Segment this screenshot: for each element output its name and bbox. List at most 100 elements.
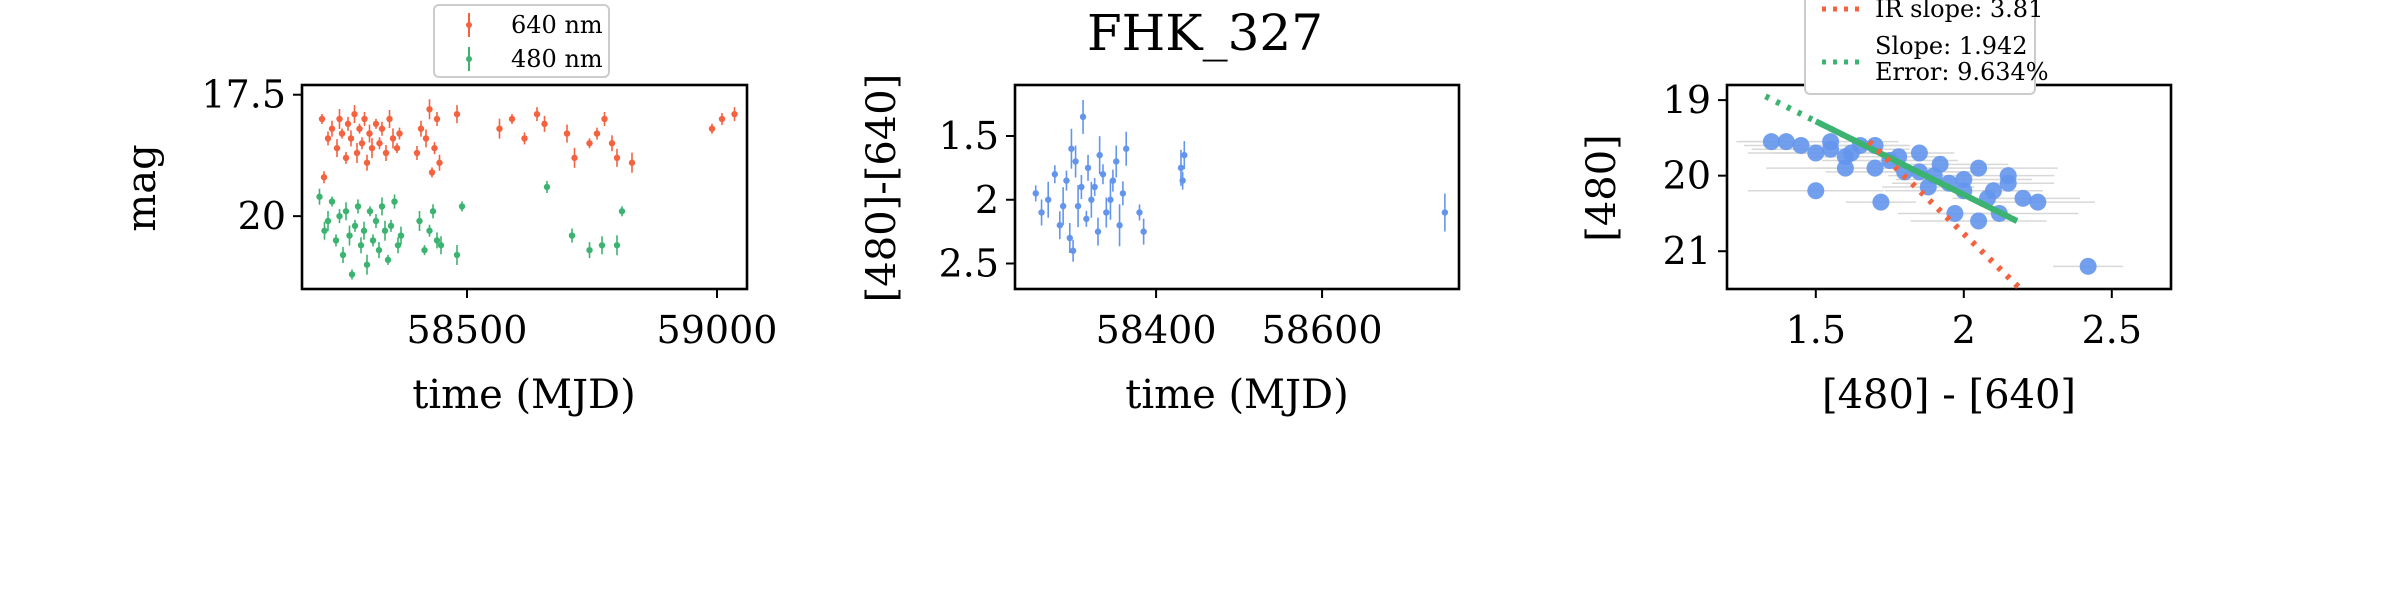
point-640nm: [422, 135, 430, 142]
point-color-index: [1116, 222, 1123, 229]
point-480nm: [387, 222, 395, 230]
point-640nm: [718, 115, 726, 123]
point-cmd: [1807, 182, 1825, 200]
point-480nm: [598, 242, 606, 249]
point-480nm: [381, 227, 389, 234]
plot-frame: [1013, 83, 1461, 291]
point-480nm: [369, 237, 377, 244]
point-640nm: [731, 110, 738, 118]
point-color-index: [1038, 209, 1045, 216]
point-480nm: [543, 183, 551, 191]
point-480nm: [421, 246, 428, 254]
point-640nm: [453, 110, 461, 118]
point-640nm: [533, 110, 541, 118]
legend-label-480: 480 nm: [511, 45, 603, 73]
point-480nm: [321, 227, 328, 234]
point-cmd: [1777, 133, 1795, 151]
x-tick-label: 1.5: [1786, 308, 1846, 352]
point-480nm: [384, 256, 392, 264]
point-640nm: [593, 130, 601, 137]
point-480nm: [613, 242, 621, 249]
point-color-index: [1119, 190, 1127, 197]
point-480nm: [429, 208, 437, 215]
point-640nm: [508, 115, 516, 123]
point-color-index: [1123, 145, 1130, 152]
legend-label-640: 640 nm: [511, 11, 603, 39]
point-480nm: [372, 217, 380, 225]
point-color-index: [1084, 164, 1092, 172]
point-480nm: [426, 227, 433, 234]
panel-color-vs-time: 58400 58600 1.5 2 2.5 time (MJD) [480]-[640]: [859, 74, 1461, 418]
point-cmd: [1931, 155, 1949, 173]
point-cmd: [1970, 159, 1988, 177]
point-480nm: [586, 246, 593, 254]
x-tick-label: 2.5: [2082, 308, 2142, 352]
y-axis-label: mag: [119, 144, 165, 231]
point-color-index: [1069, 247, 1077, 254]
point-color-index: [1091, 183, 1098, 191]
point-640nm: [378, 125, 386, 132]
point-cmd: [2079, 257, 2097, 275]
point-640nm: [389, 135, 397, 142]
point-cmd: [1970, 212, 1988, 230]
point-640nm: [382, 149, 390, 157]
point-640nm: [376, 140, 383, 147]
legend-label-ir-slope: IR slope: 3.81: [1875, 0, 2043, 23]
point-480nm: [618, 208, 626, 215]
axis-ticks: 1.5 2 2.5 19 20 21: [1663, 78, 2142, 352]
point-480nm: [568, 232, 576, 239]
x-tick-label: 59000: [657, 308, 778, 352]
point-color-index: [1096, 151, 1103, 159]
point-640nm: [541, 120, 548, 128]
point-color-index: [1079, 113, 1087, 121]
legend-label-slope: Slope: 1.942: [1875, 32, 2028, 60]
point-color-index: [1063, 177, 1070, 184]
point-cmd: [1872, 193, 1890, 211]
point-color-index: [1083, 215, 1090, 223]
point-640nm: [586, 140, 593, 147]
point-color-index: [1441, 209, 1449, 216]
point-640nm: [708, 125, 716, 132]
point-cmd: [1999, 167, 2017, 185]
point-480nm: [458, 203, 466, 210]
point-640nm: [396, 130, 403, 137]
y-tick-label: 2.5: [939, 242, 999, 286]
data-marks: [316, 99, 738, 280]
point-cmd: [2029, 193, 2047, 211]
point-640nm: [496, 125, 503, 132]
point-color-index: [1181, 151, 1188, 159]
x-tick-label: 58500: [407, 308, 528, 352]
point-640nm: [386, 115, 393, 123]
y-tick-label: 20: [238, 194, 286, 238]
point-color-index: [1088, 196, 1095, 203]
point-640nm: [426, 106, 433, 113]
point-640nm: [628, 159, 636, 166]
point-cmd: [2014, 189, 2032, 207]
point-640nm: [344, 120, 352, 128]
point-640nm: [417, 125, 425, 132]
point-color-index: [1072, 158, 1079, 165]
x-axis-label: [480] - [640]: [1822, 372, 2076, 418]
point-480nm: [316, 193, 323, 200]
point-cmd: [1866, 159, 1884, 177]
x-axis-label: time (MJD): [1125, 372, 1348, 418]
point-color-index: [1078, 183, 1085, 191]
axis-ticks: 58400 58600 1.5 2 2.5: [939, 114, 1383, 352]
point-cmd: [1910, 144, 1928, 162]
point-color-index: [1107, 196, 1114, 203]
point-480nm: [366, 208, 374, 215]
point-color-index: [1051, 171, 1059, 178]
point-480nm: [351, 222, 359, 230]
point-color-index: [1109, 177, 1117, 184]
point-640nm: [320, 174, 328, 181]
point-cmd: [1822, 133, 1840, 151]
point-color-index: [1094, 228, 1102, 235]
point-480nm: [453, 251, 461, 259]
point-480nm: [397, 232, 405, 239]
point-480nm: [394, 242, 402, 249]
point-480nm: [339, 251, 347, 259]
panel-magnitude-vs-time: 58500 59000 17.5 20 time (MJD) mag 640 nm 4…: [119, 4, 778, 418]
point-color-index: [1059, 202, 1067, 210]
point-640nm: [351, 110, 358, 118]
y-tick-label: 1.5: [939, 114, 999, 158]
